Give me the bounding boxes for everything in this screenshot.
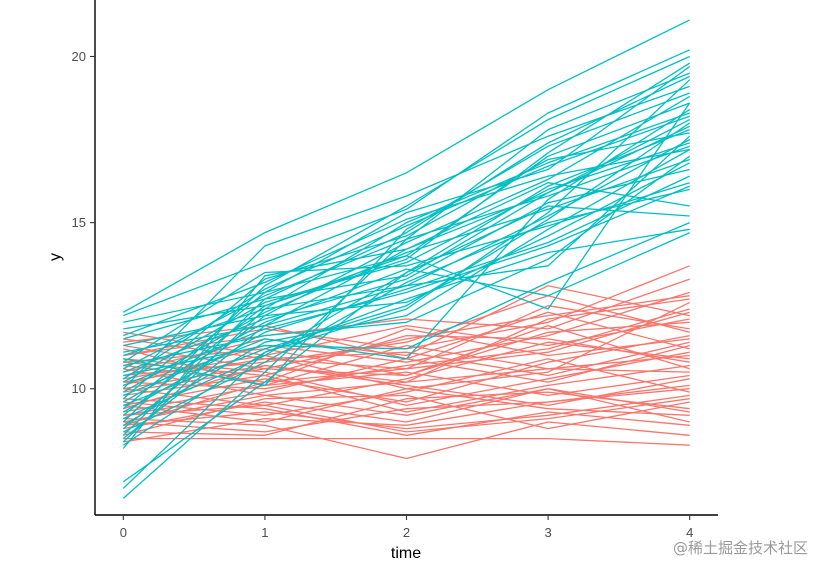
- x-tick-label: 2: [403, 525, 410, 540]
- y-tick-label: 20: [72, 49, 86, 64]
- group-teal-line-36: [122, 75, 690, 436]
- group-teal-line-15: [123, 155, 691, 367]
- group-teal-line-8: [123, 148, 690, 337]
- group-red-line-12: [123, 341, 690, 407]
- group-teal-line-27: [123, 122, 691, 407]
- group-red-line-17: [123, 417, 690, 460]
- group-teal-line-16: [123, 72, 690, 370]
- x-tick-label: 4: [686, 525, 693, 540]
- group-teal-line-32: [122, 55, 690, 423]
- group-teal-line-40: [122, 125, 690, 449]
- x-tick-label: 1: [261, 525, 268, 540]
- group-red-line-23: [123, 371, 690, 413]
- group-teal-line-21: [123, 185, 690, 387]
- group-red-line-33: [123, 388, 690, 433]
- group-teal-line-23: [122, 158, 690, 393]
- group-teal-line-29: [122, 175, 690, 413]
- group-teal-line-9: [123, 119, 690, 340]
- group-red-line-9: [123, 285, 690, 373]
- group-teal-line-37: [122, 135, 691, 440]
- y-tick-label: 15: [72, 215, 86, 230]
- group-teal-line-39: [122, 228, 690, 446]
- group-red-line-37: [123, 388, 690, 423]
- x-tick-label: 0: [120, 525, 127, 540]
- group-teal-line-33: [122, 148, 691, 426]
- group-red-line-3: [123, 334, 690, 407]
- group-teal-line-20: [122, 142, 690, 383]
- series-layer: [122, 19, 691, 499]
- group-teal-line-30: [122, 102, 690, 416]
- group-red-line-35: [123, 311, 690, 426]
- x-axis-ticks: 0 1 2 3 4: [120, 515, 693, 540]
- group-red-line-18: [123, 437, 690, 446]
- group-teal-line-38: [122, 112, 690, 443]
- y-tick-label: 10: [72, 381, 86, 396]
- group-red-line-34: [123, 341, 690, 383]
- group-red-line-29: [123, 394, 690, 436]
- group-teal-line-17: [123, 168, 690, 373]
- group-teal-line-26: [122, 232, 690, 403]
- group-red-line-27: [123, 398, 690, 436]
- group-teal-line-35: [123, 188, 690, 433]
- group-red-line-38: [123, 334, 690, 377]
- x-tick-label: 3: [544, 525, 551, 540]
- watermark-text: @稀土掘金技术社区: [672, 539, 808, 557]
- group-teal-line-12: [123, 138, 691, 357]
- group-red-line-40: [123, 298, 690, 390]
- group-teal-line-24: [123, 109, 691, 397]
- group-teal-line-18: [123, 222, 690, 377]
- group-teal-line-22: [122, 85, 690, 390]
- group-teal-line-31: [123, 205, 690, 420]
- y-axis-title: y: [47, 253, 64, 261]
- group-teal-line-7: [123, 62, 691, 330]
- group-red-line-6: [123, 295, 690, 370]
- group-red-line-39: [123, 398, 690, 433]
- group-red-line-31: [123, 368, 690, 416]
- group-teal-line-25: [122, 132, 690, 400]
- y-axis-ticks: 10 15 20: [72, 49, 95, 396]
- x-axis-title: time: [391, 545, 421, 562]
- group-teal-line-4: [122, 19, 690, 313]
- group-teal-line-5: [123, 49, 690, 317]
- group-red-line-11: [123, 364, 690, 413]
